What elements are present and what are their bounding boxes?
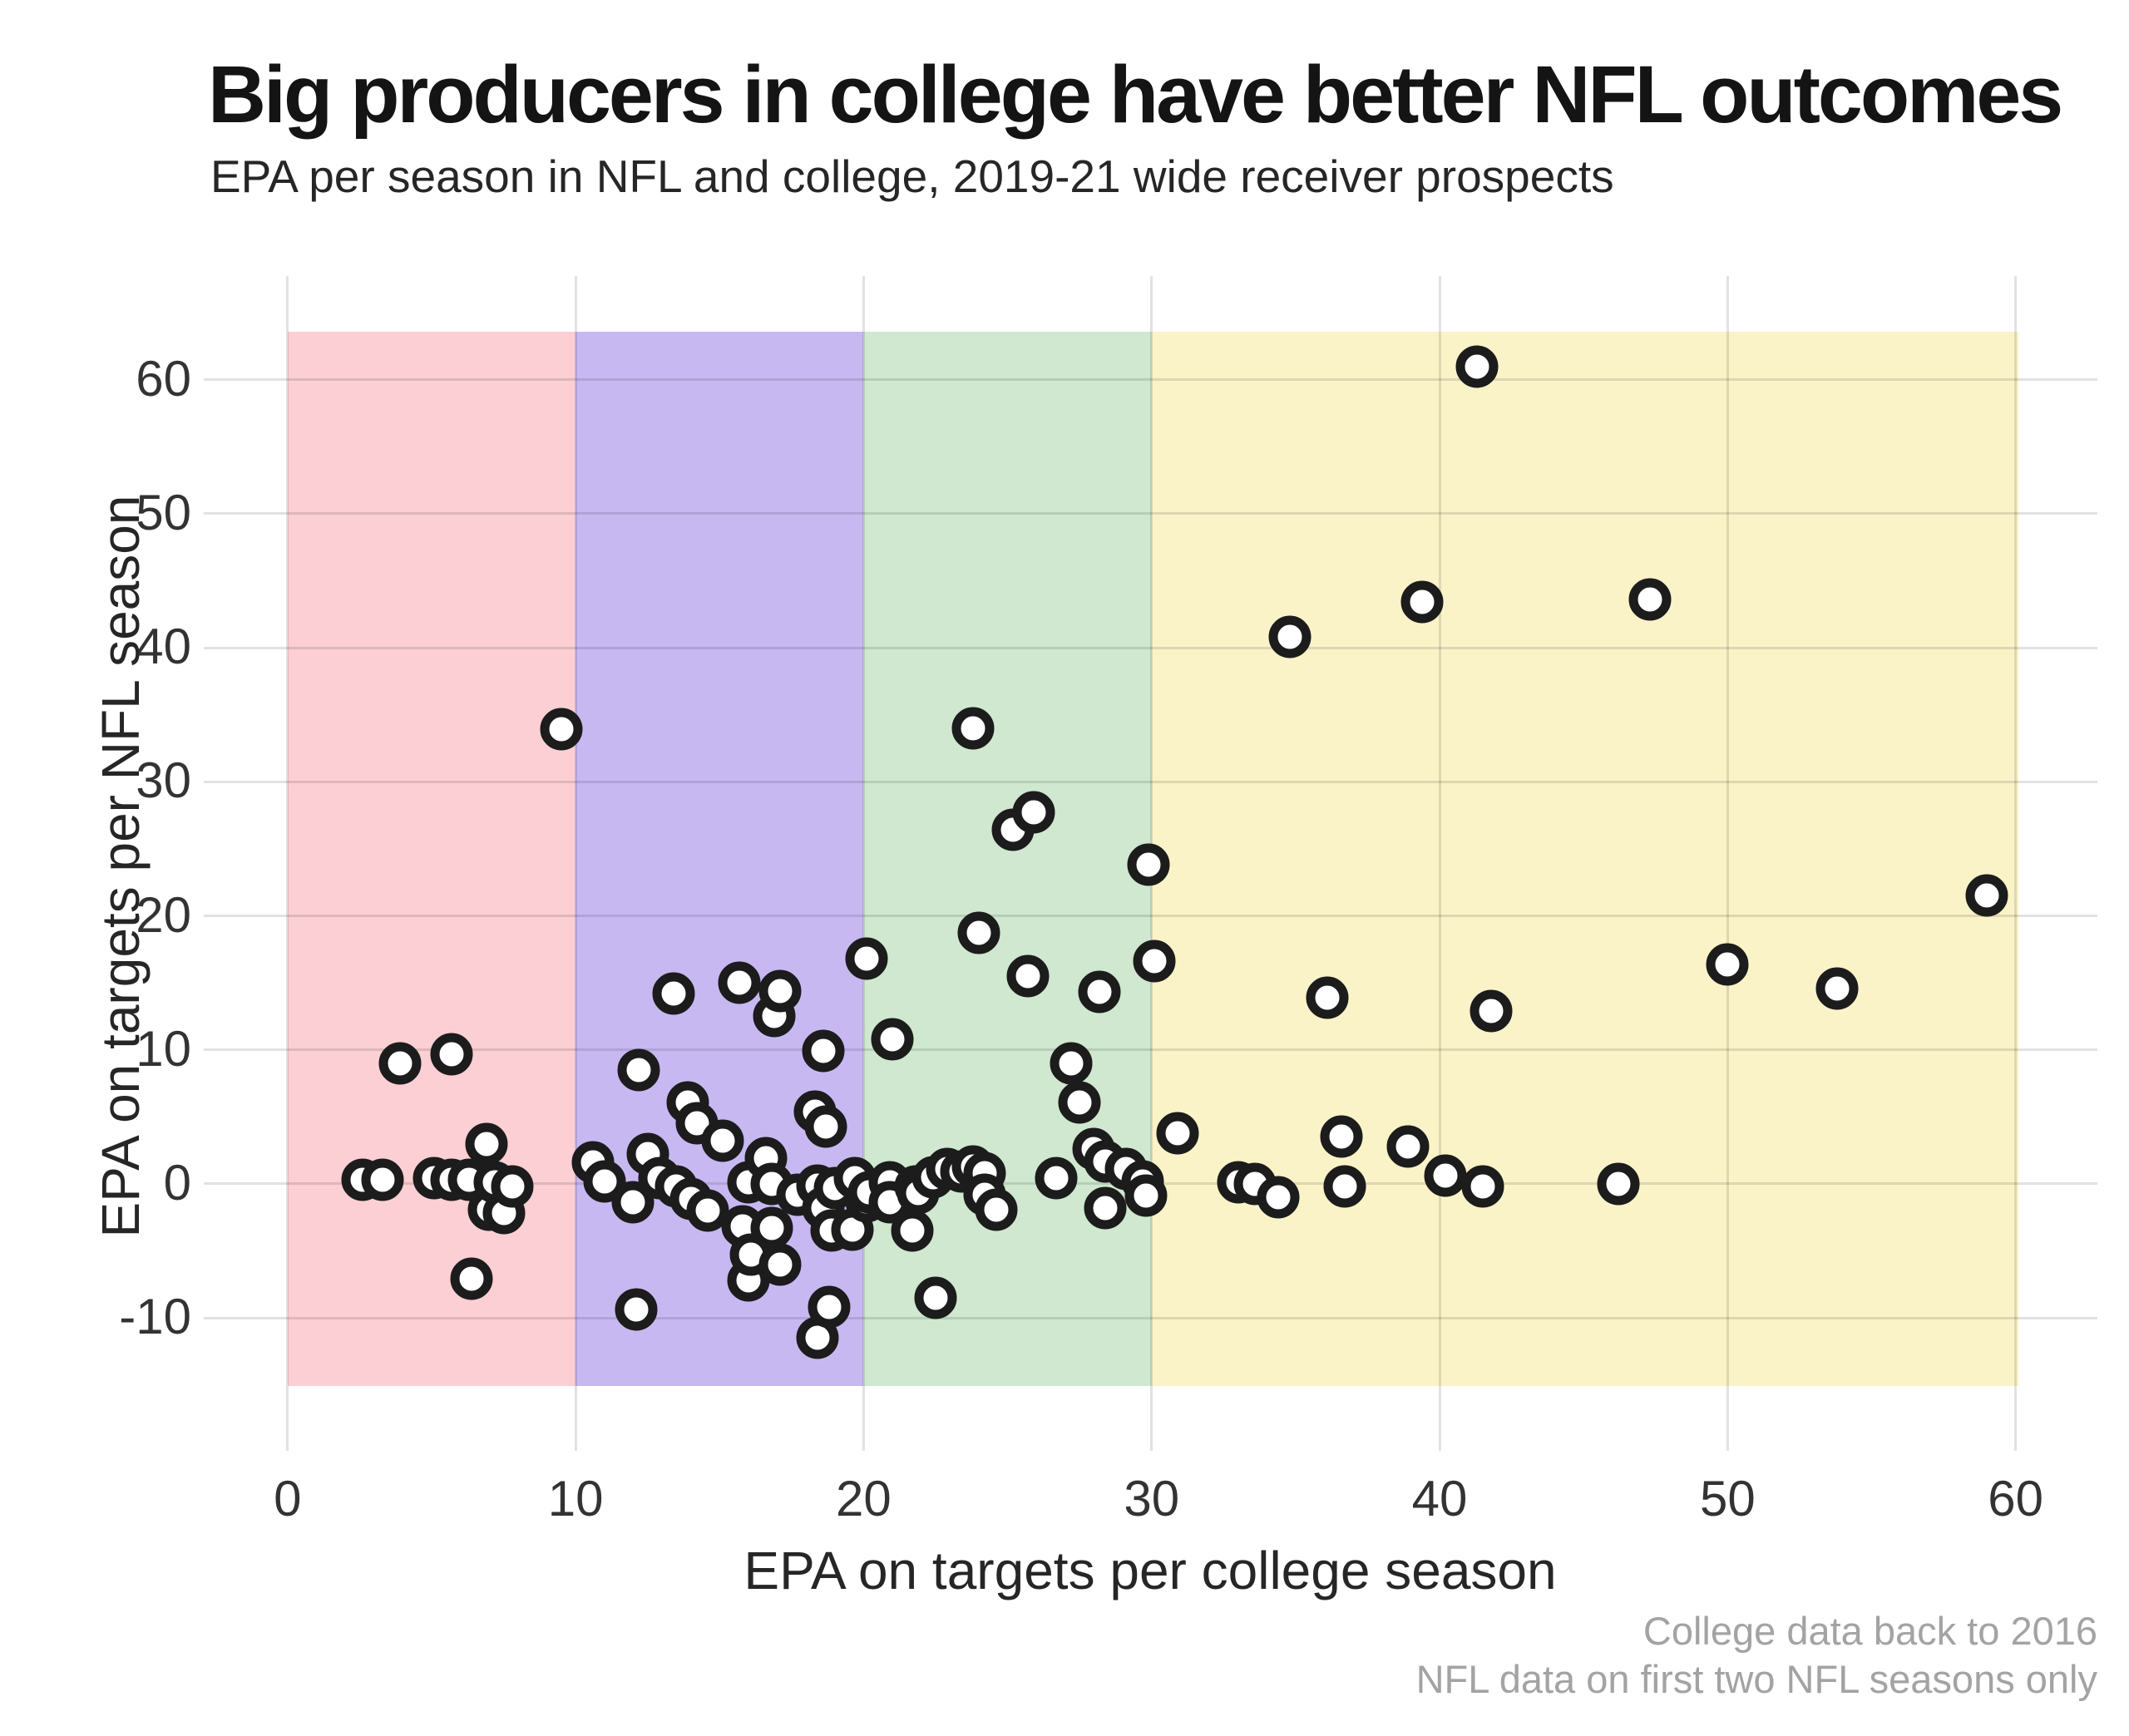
x-tick-label-20: 20 <box>836 1471 892 1526</box>
y-tick-label-50: 50 <box>136 484 191 540</box>
data-point <box>1268 615 1311 658</box>
y-gridline--10 <box>204 1316 2097 1319</box>
data-point <box>465 1122 508 1166</box>
y-axis-title: EPA on targets per NFL season <box>91 495 151 1238</box>
data-point <box>758 1243 802 1286</box>
y-tick-label-0: 0 <box>163 1154 191 1211</box>
data-point <box>450 1257 493 1300</box>
data-point <box>758 969 802 1013</box>
y-tick-label-60: 60 <box>136 350 191 407</box>
data-point <box>1035 1157 1078 1200</box>
data-point <box>1078 970 1121 1013</box>
y-tick-label-30: 30 <box>136 752 191 809</box>
data-point <box>1127 843 1170 886</box>
data-point <box>491 1165 534 1208</box>
data-point <box>701 1119 744 1162</box>
x-gridline-20 <box>862 276 865 1451</box>
caption-line-2: NFL data on first two NFL seasons only <box>1415 1657 2097 1701</box>
x-tick-label-10: 10 <box>547 1471 604 1526</box>
y-gridline-30 <box>204 780 2097 783</box>
data-point <box>1706 943 1749 986</box>
data-point <box>1084 1186 1127 1230</box>
data-point <box>891 1209 934 1252</box>
data-point <box>1470 989 1513 1033</box>
x-gridline-10 <box>574 276 577 1451</box>
x-gridline-60 <box>2014 276 2018 1451</box>
data-point <box>583 1160 626 1203</box>
data-point <box>1133 940 1176 983</box>
data-point <box>975 1188 1018 1231</box>
data-point <box>1815 967 1859 1010</box>
data-point <box>804 1105 847 1148</box>
data-point <box>1012 791 1055 834</box>
x-axis-title: EPA on targets per college season <box>743 1541 1557 1600</box>
x-gridline-0 <box>286 276 289 1451</box>
x-tick-label-0: 0 <box>274 1471 302 1526</box>
data-point <box>1320 1115 1363 1158</box>
data-point <box>1386 1125 1430 1168</box>
data-point <box>914 1276 957 1319</box>
y-gridline-50 <box>204 512 2097 515</box>
data-point <box>1597 1162 1640 1206</box>
data-point <box>652 972 695 1015</box>
data-point <box>1306 976 1349 1019</box>
data-point <box>1461 1165 1504 1208</box>
data-point <box>615 1288 658 1331</box>
data-point <box>957 911 1000 954</box>
data-point <box>1257 1176 1300 1219</box>
y-gridline-10 <box>204 1048 2097 1052</box>
data-point <box>1628 578 1672 621</box>
data-point <box>361 1158 404 1201</box>
x-tick-label-50: 50 <box>1699 1471 1756 1526</box>
data-point <box>617 1048 660 1092</box>
x-gridline-50 <box>1726 276 1729 1451</box>
y-tick-label-40: 40 <box>136 619 191 675</box>
data-point <box>1124 1174 1168 1217</box>
caption-line-1: College data back to 2016 <box>1642 1609 2097 1653</box>
chart-subtitle: EPA per season in NFL and college, 2019-… <box>210 150 1614 202</box>
data-point <box>1455 345 1499 388</box>
y-tick-label--10: -10 <box>119 1289 191 1345</box>
y-tick-label-20: 20 <box>136 886 191 943</box>
x-tick-label-40: 40 <box>1411 1471 1468 1526</box>
y-gridline-20 <box>204 915 2097 918</box>
band-30-60 <box>1151 331 2019 1387</box>
x-tick-label-60: 60 <box>1988 1471 2044 1526</box>
data-point <box>1050 1042 1093 1085</box>
data-point <box>1965 874 2008 917</box>
chart-title: Big producers in college have better NFL… <box>208 49 2063 140</box>
data-point <box>540 708 583 751</box>
data-point <box>951 707 995 750</box>
data-point <box>1424 1154 1467 1197</box>
data-point <box>1006 954 1050 998</box>
data-point <box>845 937 888 980</box>
band-0-10 <box>287 331 576 1387</box>
data-point <box>1323 1165 1366 1208</box>
y-tick-label-10: 10 <box>136 1020 191 1077</box>
data-point <box>1156 1112 1199 1155</box>
y-gridline-40 <box>204 646 2097 649</box>
data-point <box>1400 580 1444 624</box>
data-point <box>871 1018 914 1061</box>
data-point <box>430 1033 473 1076</box>
y-gridline-60 <box>204 378 2097 382</box>
data-point <box>718 961 761 1004</box>
data-point <box>378 1042 422 1085</box>
x-tick-label-30: 30 <box>1124 1471 1180 1526</box>
x-gridline-40 <box>1438 276 1441 1451</box>
data-point <box>750 1206 793 1250</box>
data-point <box>1058 1081 1101 1124</box>
data-point <box>808 1285 851 1329</box>
data-point <box>802 1029 845 1073</box>
